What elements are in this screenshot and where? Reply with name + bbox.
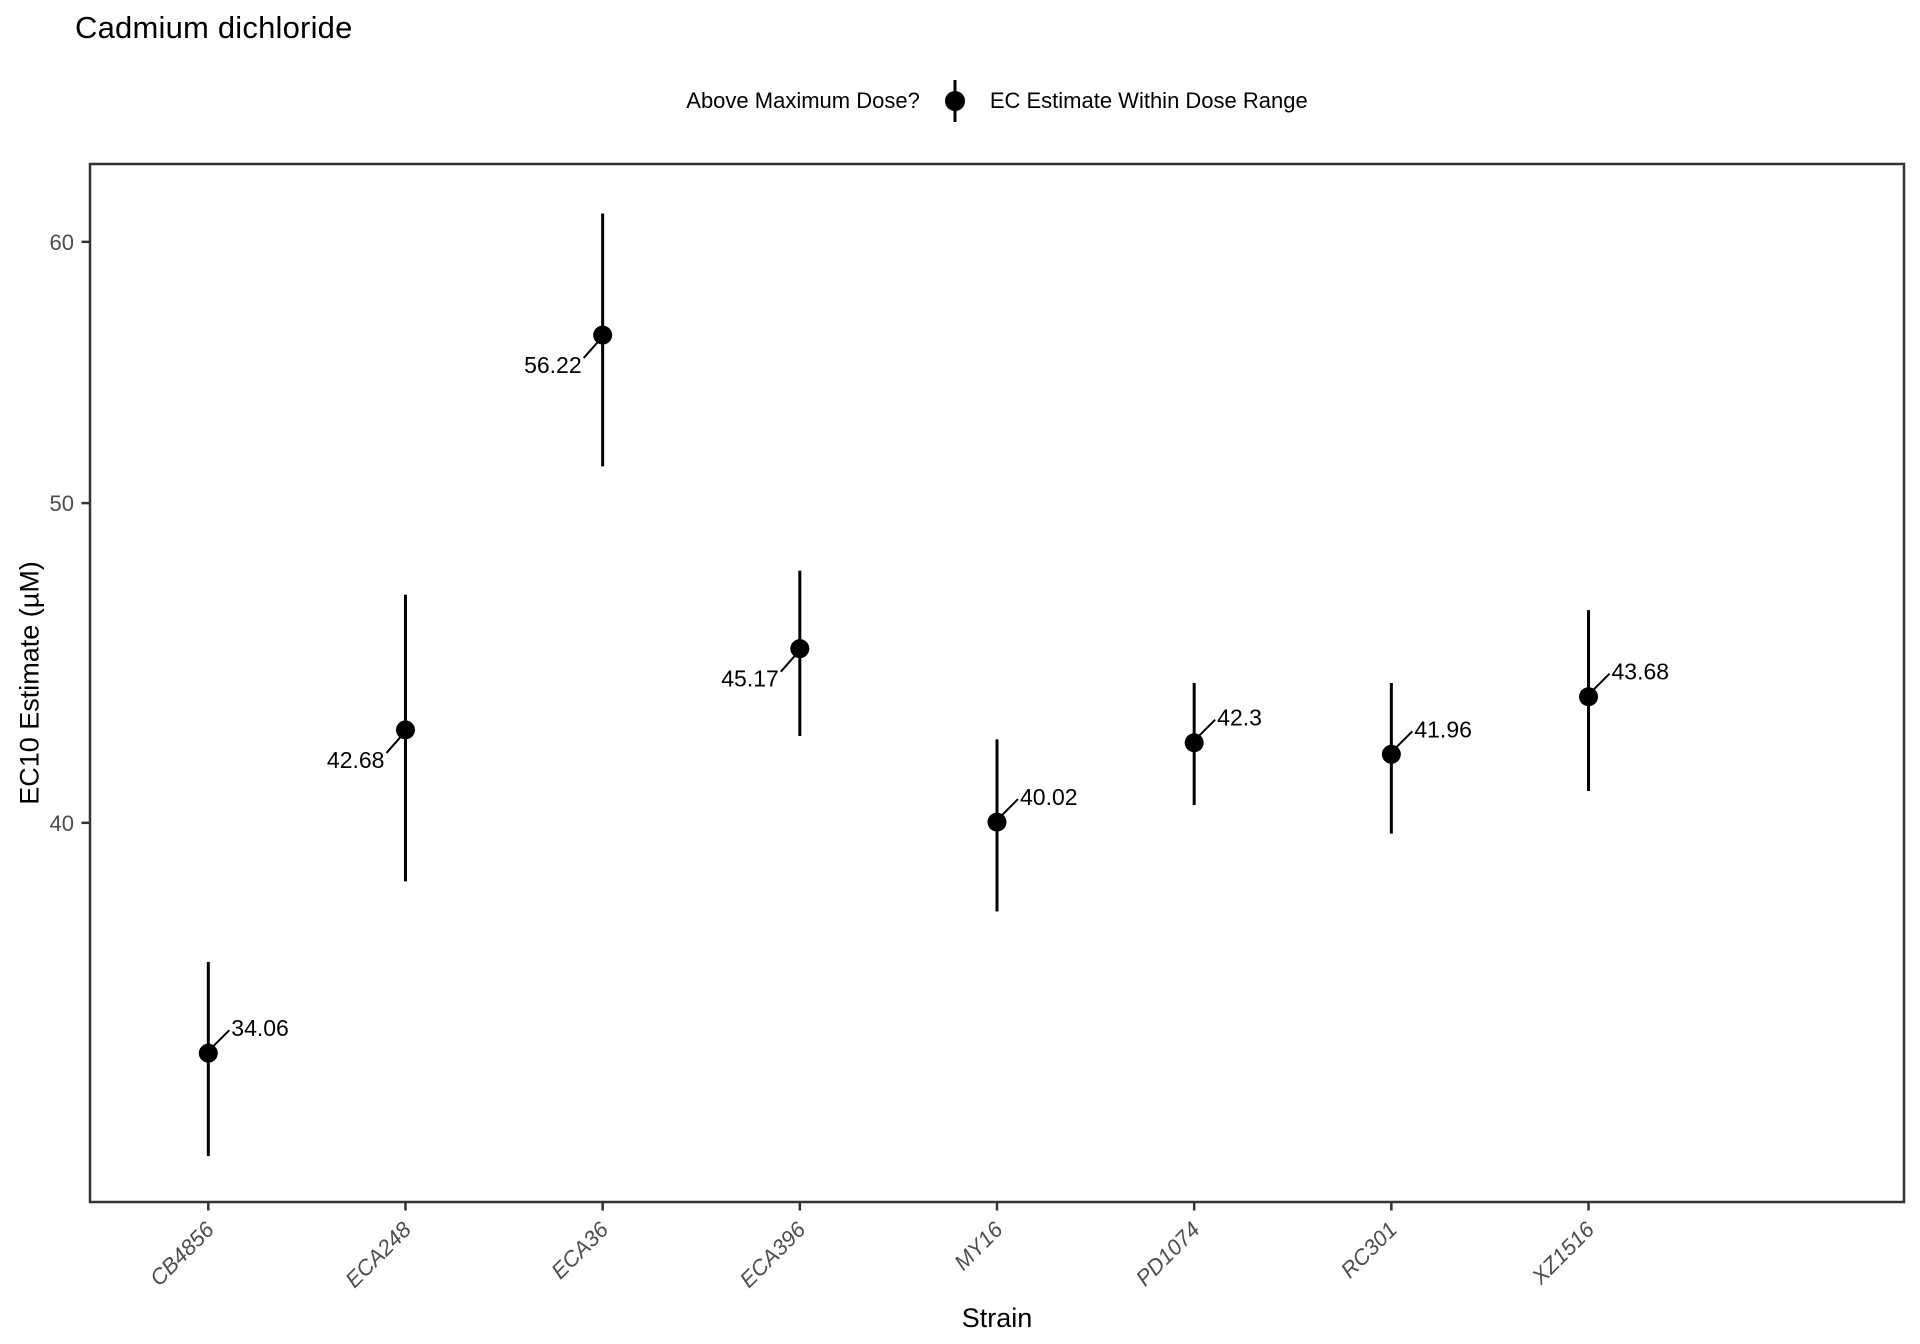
plot-title: Cadmium dichloride bbox=[75, 10, 353, 45]
value-label-ECA248: 42.68 bbox=[327, 747, 385, 773]
label-leader-MY16 bbox=[1000, 798, 1019, 817]
legend-item-label: EC Estimate Within Dose Range bbox=[989, 88, 1308, 113]
value-label-CB4856: 34.06 bbox=[231, 1015, 289, 1041]
point-ECA248 bbox=[395, 720, 415, 740]
label-leader-CB4856 bbox=[211, 1029, 231, 1048]
point-PD1074 bbox=[1184, 733, 1204, 753]
label-leader-PD1074 bbox=[1197, 719, 1216, 738]
y-tick-label: 50 bbox=[50, 491, 74, 516]
label-leader-ECA396 bbox=[780, 654, 797, 673]
point-CB4856 bbox=[198, 1043, 218, 1063]
value-label-RC301: 41.96 bbox=[1414, 716, 1472, 742]
value-label-MY16: 40.02 bbox=[1020, 784, 1078, 810]
label-leader-RC301 bbox=[1394, 730, 1414, 749]
x-tick-label-ECA396: ECA396 bbox=[735, 1216, 811, 1292]
x-tick-label-CB4856: CB4856 bbox=[145, 1216, 219, 1290]
value-label-ECA396: 45.17 bbox=[721, 666, 779, 692]
x-tick-label-XZ1516: XZ1516 bbox=[1526, 1216, 1599, 1289]
value-label-PD1074: 42.3 bbox=[1217, 705, 1262, 731]
legend: Above Maximum Dose? EC Estimate Within D… bbox=[90, 77, 1904, 125]
legend-title: Above Maximum Dose? bbox=[686, 88, 920, 113]
y-tick-label: 60 bbox=[50, 230, 74, 255]
point-XZ1516 bbox=[1579, 687, 1599, 707]
x-tick-label-ECA36: ECA36 bbox=[546, 1216, 614, 1284]
x-tick-label-PD1074: PD1074 bbox=[1131, 1217, 1205, 1291]
label-leader-ECA36 bbox=[582, 340, 600, 359]
x-axis-title: Strain bbox=[961, 1303, 1033, 1333]
point-RC301 bbox=[1381, 744, 1401, 764]
x-tick-label-RC301: RC301 bbox=[1336, 1217, 1402, 1283]
point-ECA36 bbox=[593, 325, 613, 345]
value-label-ECA36: 56.22 bbox=[524, 352, 582, 378]
legend-pointrange-glyph-icon bbox=[944, 80, 965, 122]
y-tick-label: 40 bbox=[50, 811, 74, 836]
point-ECA396 bbox=[790, 639, 810, 659]
label-leader-XZ1516 bbox=[1591, 673, 1611, 692]
x-tick-label-ECA248: ECA248 bbox=[340, 1216, 416, 1292]
point-MY16 bbox=[987, 812, 1007, 832]
x-tick-label-MY16: MY16 bbox=[949, 1216, 1008, 1275]
value-label-XZ1516: 43.68 bbox=[1612, 659, 1670, 685]
label-leader-ECA248 bbox=[385, 735, 403, 754]
